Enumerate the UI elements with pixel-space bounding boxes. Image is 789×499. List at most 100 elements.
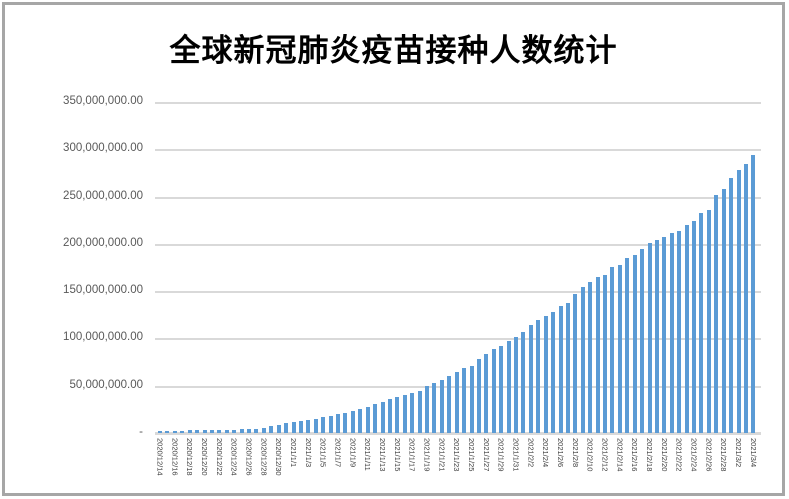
x-tick-label: 2021/1/1 — [289, 438, 298, 468]
bar — [558, 306, 563, 433]
y-tick-label: 300,000,000.00 — [63, 142, 143, 155]
x-tick-label: 2021/3/4 — [748, 438, 758, 468]
x-tick-label: 2021/1/25 — [467, 438, 477, 472]
x-tick-label: 2021/2/12 — [600, 438, 610, 472]
x-tick-label: 2020/12/14 — [155, 438, 165, 476]
bar — [402, 395, 407, 433]
x-tick-label: 2021/2/8 — [570, 438, 580, 468]
bar — [343, 413, 348, 433]
bar — [573, 294, 578, 433]
bar — [306, 420, 311, 433]
bar — [743, 164, 748, 433]
x-tick-label: 2021/2/10 — [585, 438, 595, 472]
bar — [172, 431, 177, 433]
bar — [328, 416, 333, 433]
bar — [692, 221, 697, 433]
x-tick-label: 2021/2/24 — [689, 438, 699, 472]
x-tick-label: 2021/1/27 — [481, 438, 491, 472]
bar — [209, 430, 214, 433]
bar — [447, 376, 452, 433]
bar — [180, 431, 185, 433]
bar — [269, 426, 274, 433]
chart-title: 全球新冠肺炎疫苗接种人数统计 — [169, 33, 618, 68]
bar — [217, 430, 222, 433]
y-tick-label: 100,000,000.00 — [63, 331, 143, 344]
bar — [721, 189, 726, 433]
bar — [662, 237, 667, 433]
bar — [514, 337, 519, 433]
x-tick-label: 2020/12/26 — [244, 438, 254, 476]
x-axis: 2020/12/14 2020/12/16 2020/12/18 2020/12/20… — [155, 438, 761, 490]
x-tick-label: 2020/12/20 — [200, 438, 209, 476]
y-axis: 350,000,000.00 300,000,000.00 250,000,000.… — [5, 95, 143, 445]
x-tick-label: 2021/1/17 — [407, 438, 417, 472]
y-tick-label: - — [139, 426, 143, 438]
bar — [588, 282, 593, 433]
bar — [684, 225, 689, 433]
x-tick-label: 2021/2/6 — [556, 438, 566, 468]
bar — [521, 332, 526, 433]
bar — [187, 430, 192, 433]
bar — [276, 425, 281, 433]
x-tick-label: 2021/3/2 — [734, 438, 744, 468]
y-tick-label: 350,000,000.00 — [63, 95, 143, 107]
bar — [454, 372, 459, 433]
x-tick-label: 2021/2/22 — [674, 438, 684, 472]
bar — [261, 428, 266, 433]
y-tick-label: 250,000,000.00 — [63, 189, 143, 202]
x-tick-label: 2021/1/19 — [422, 438, 432, 472]
bar — [195, 430, 200, 433]
gridline — [155, 196, 761, 199]
x-tick-label: 2021/1/21 — [437, 438, 447, 472]
bar — [551, 312, 556, 433]
bar — [677, 231, 682, 433]
bar — [462, 368, 467, 433]
x-tick-label: 2021/1/23 — [452, 438, 462, 472]
plot-area — [155, 102, 761, 435]
x-tick-label: 2021/2/18 — [645, 438, 655, 472]
x-tick-label: 2021/1/31 — [511, 438, 521, 472]
bar — [706, 210, 711, 433]
gridline — [155, 243, 761, 246]
bar — [469, 366, 474, 433]
x-tick-label: 2021/1/13 — [378, 438, 388, 472]
y-tick-label: 150,000,000.00 — [63, 284, 143, 297]
bar — [425, 386, 430, 433]
gridline — [155, 149, 761, 152]
x-tick-label: 2021/2/14 — [615, 438, 625, 472]
bar — [528, 325, 533, 433]
bar — [632, 255, 637, 433]
bar — [232, 430, 237, 433]
bar — [669, 233, 674, 433]
bar — [350, 411, 355, 433]
bar — [610, 267, 615, 433]
bar — [491, 349, 496, 433]
bar — [298, 421, 303, 433]
bar — [380, 402, 385, 433]
bar — [387, 399, 392, 433]
bar — [595, 277, 600, 433]
bar — [439, 380, 444, 433]
bar — [699, 213, 704, 433]
gridline — [155, 102, 761, 104]
bar — [224, 430, 229, 433]
bar — [395, 397, 400, 433]
bar — [158, 431, 162, 433]
bar — [484, 354, 489, 433]
x-tick-label: 2021/1/5 — [318, 438, 328, 468]
bar — [603, 275, 608, 433]
bar — [247, 429, 251, 433]
gridline — [155, 291, 761, 294]
bar — [714, 195, 719, 433]
bar — [284, 423, 289, 433]
bar — [625, 258, 630, 433]
bar — [254, 429, 259, 433]
bar — [417, 391, 422, 433]
x-tick-label: 2020/12/28 — [259, 438, 269, 476]
x-tick-label: 2021/1/9 — [348, 438, 358, 468]
bar — [751, 155, 756, 433]
bar — [580, 287, 585, 433]
x-tick-label: 2021/1/7 — [333, 438, 343, 468]
